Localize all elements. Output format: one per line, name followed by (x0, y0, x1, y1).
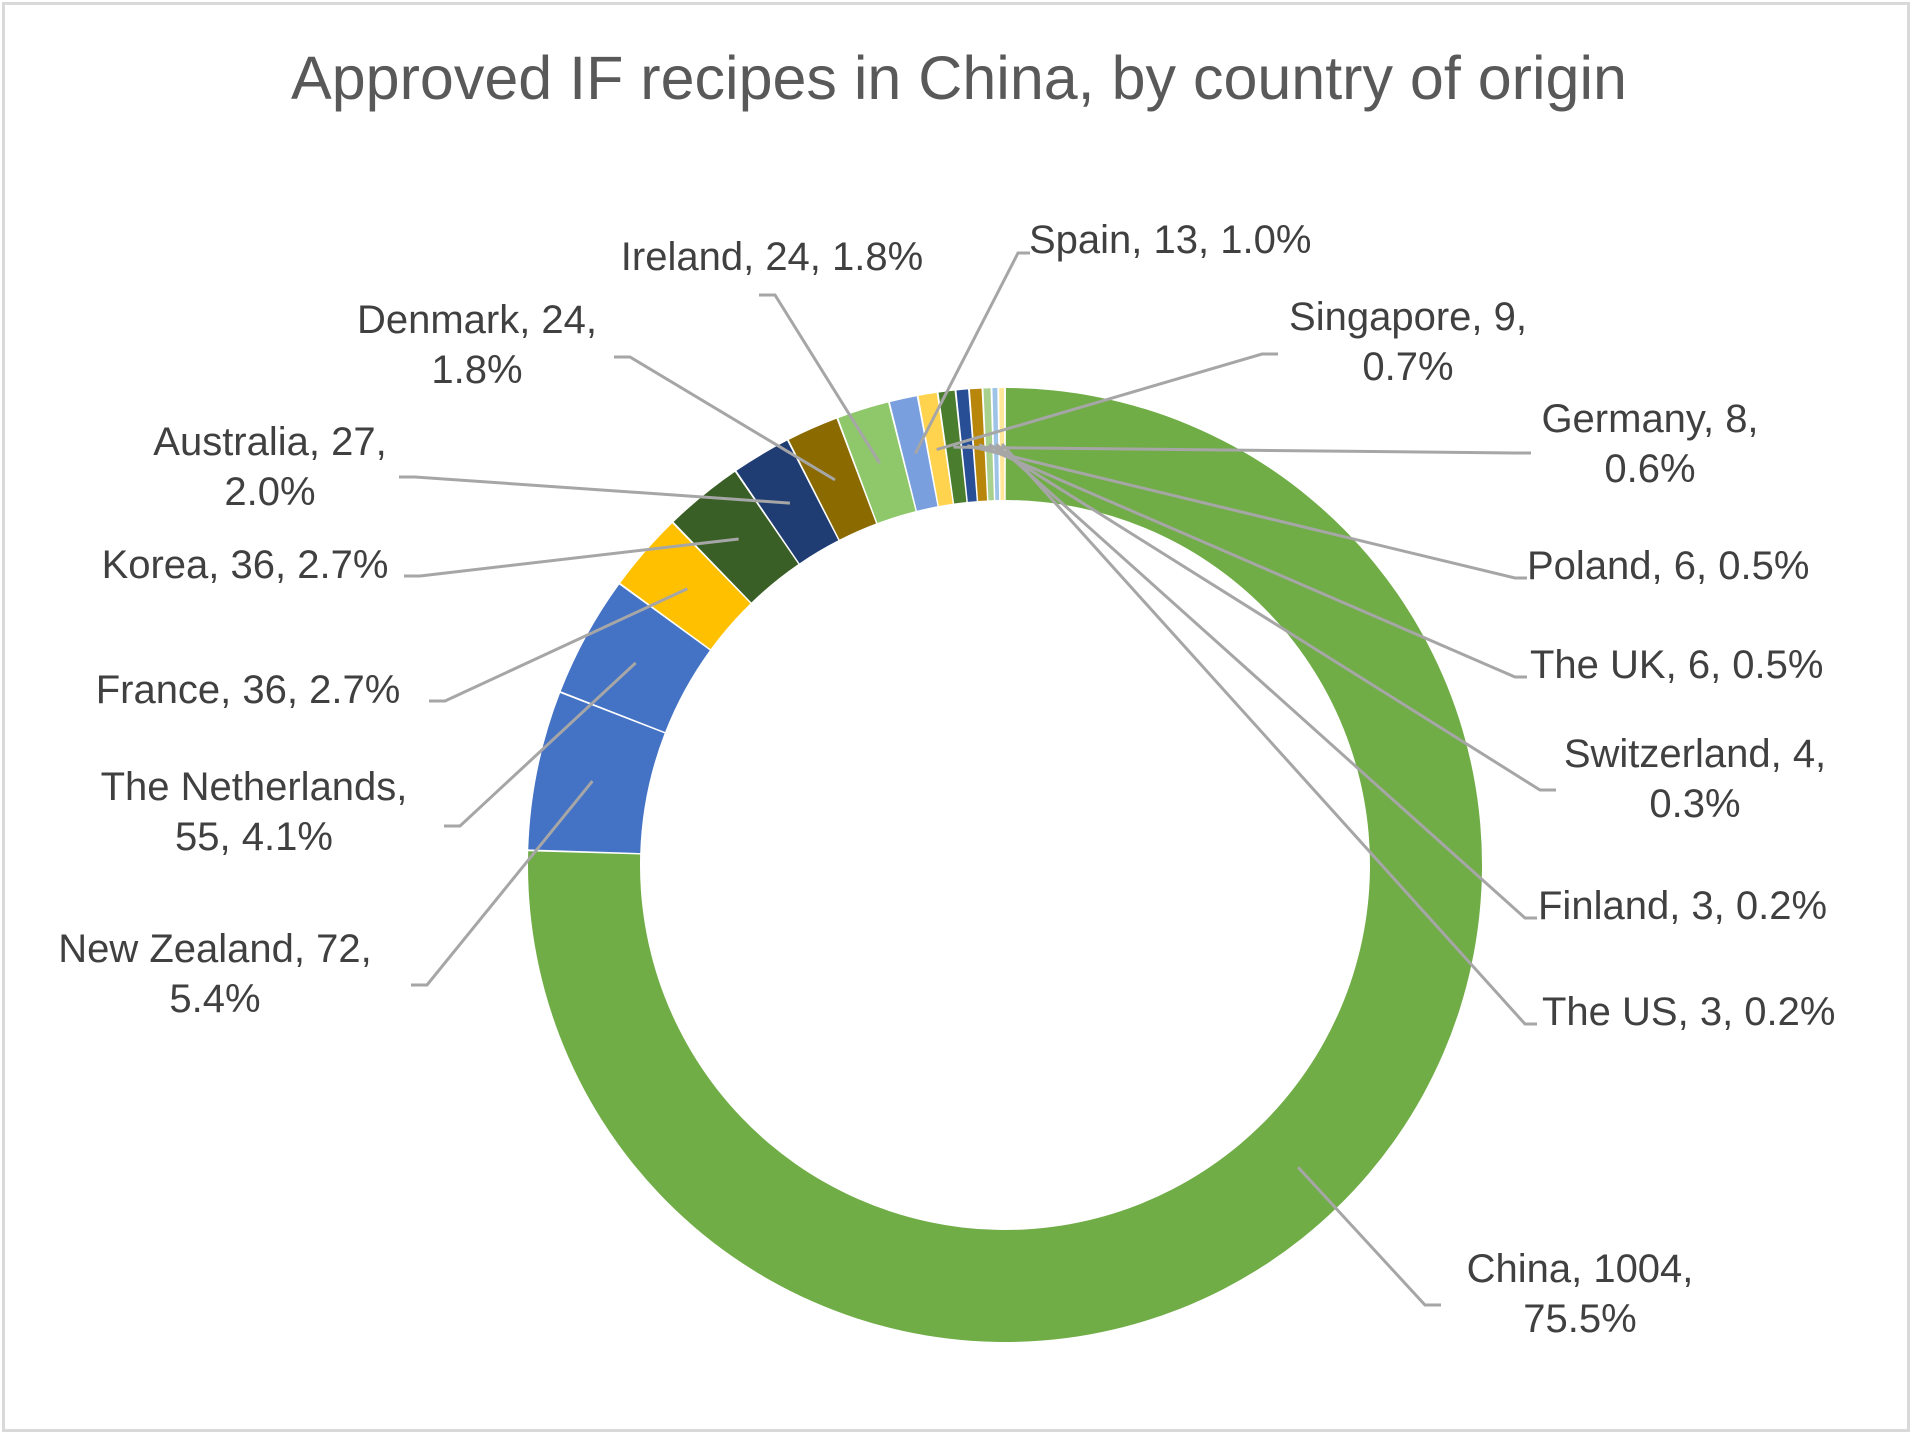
data-label-switzerland: Switzerland, 4, 0.3% (1564, 732, 1826, 826)
slice-the-uk (969, 388, 988, 501)
leader-line-france (429, 587, 688, 703)
slice-poland (956, 389, 977, 502)
data-label-the-netherlands: The Netherlands, 55, 4.1% (101, 765, 408, 859)
leader-line-spain (913, 251, 1030, 455)
leader-line-korea (404, 537, 739, 578)
data-label-the-us: The US, 3, 0.2% (1542, 990, 1835, 1034)
leader-line-the-us (1000, 443, 1537, 1026)
leader-line-australia (399, 475, 791, 505)
doughnut-slices (528, 388, 1482, 1342)
slice-the-netherlands (560, 584, 710, 733)
leader-line-china (1296, 1166, 1441, 1307)
leader-line-ireland (759, 293, 881, 464)
data-label-poland: Poland, 6, 0.5% (1527, 544, 1809, 588)
data-label-denmark: Denmark, 24, 1.8% (357, 298, 597, 392)
slice-singapore (918, 392, 953, 507)
leader-line-germany (953, 445, 1531, 455)
leader-line-singapore (936, 352, 1278, 452)
data-label-new-zealand: New Zealand, 72, 5.4% (58, 927, 372, 1021)
slice-finland (992, 388, 1000, 501)
leader-line-finland (995, 442, 1537, 920)
data-labels: China, 1004, 75.5% New Zealand, 72, 5.4% The… (58, 218, 1835, 1341)
leader-line-new-zealand (411, 780, 594, 987)
slice-france (620, 523, 751, 650)
slice-switzerland (983, 388, 994, 501)
data-label-korea: Korea, 36, 2.7% (102, 543, 389, 587)
data-label-france: France, 36, 2.7% (96, 668, 401, 712)
leader-line-the-uk (978, 443, 1527, 679)
chart-title: Approved IF recipes in China, by country… (291, 44, 1627, 112)
slice-the-us (999, 388, 1005, 501)
leader-line-the-netherlands (444, 661, 637, 828)
data-label-singapore: Singapore, 9, 0.7% (1289, 295, 1527, 389)
slice-korea (673, 471, 799, 603)
slice-ireland (838, 402, 916, 524)
data-label-spain: Spain, 13, 1.0% (1029, 218, 1311, 262)
slice-germany (938, 390, 967, 504)
leader-line-denmark (614, 355, 836, 482)
data-label-the-uk: The UK, 6, 0.5% (1530, 643, 1823, 687)
data-label-australia: Australia, 27, 2.0% (153, 420, 386, 514)
leader-lines (399, 251, 1556, 1307)
leader-line-switzerland (988, 443, 1556, 792)
slice-spain (889, 396, 938, 511)
data-label-finland: Finland, 3, 0.2% (1538, 884, 1827, 928)
leader-line-poland (966, 444, 1527, 580)
data-label-germany: Germany, 8, 0.6% (1541, 397, 1758, 491)
data-label-china: China, 1004, 75.5% (1467, 1247, 1694, 1341)
data-label-ireland: Ireland, 24, 1.8% (621, 235, 923, 279)
